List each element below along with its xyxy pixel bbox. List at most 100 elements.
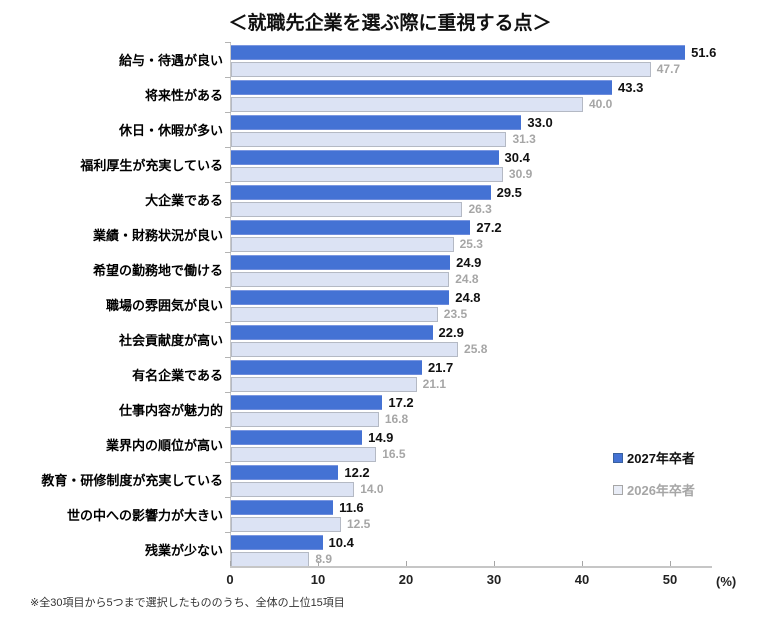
bar-group: 43.3 40.0 [225,77,760,112]
value-2026-graduates: 23.5 [443,307,468,321]
bar-group: 14.9 16.5 [225,427,760,462]
bar-group: 27.2 25.3 [225,217,760,252]
bar-2027-graduates [231,394,383,410]
value-2027-graduates: 11.6 [339,499,364,515]
bar-2026-graduates [231,411,379,427]
bar-2027-graduates [231,464,339,480]
value-2027-graduates: 51.6 [691,44,717,60]
category-row: 有名企業である 21.7 21.1 [0,357,760,392]
x-tick-label: 20 [398,572,414,587]
x-tick-label: 50 [662,572,678,587]
bar-2027-graduates [231,44,686,60]
category-label: 将来性がある [144,88,223,103]
bar-chart-rows: 給与・待遇が良い 51.6 47.7 将来性がある 43.3 40.0 休日・休暇が多い 33… [0,42,760,567]
bar-group: 21.7 21.1 [225,357,760,392]
bar-2026-graduates [231,341,459,357]
category-label: 教育・研修制度が充実している [41,473,223,488]
x-axis-unit-label: (%) [716,574,737,589]
value-2026-graduates: 30.9 [508,167,533,181]
value-2027-graduates: 24.9 [456,254,482,270]
x-tick-label: 0 [226,572,234,587]
value-2027-graduates: 22.9 [438,324,464,340]
category-label: 世の中への影響力が大きい [66,508,223,523]
category-row: 給与・待遇が良い 51.6 47.7 [0,42,760,77]
bar-2027-graduates [231,324,433,340]
value-2027-graduates: 30.4 [504,149,530,165]
x-tick-mark [406,561,407,566]
value-2027-graduates: 29.5 [496,184,522,200]
bar-group: 11.6 12.5 [225,497,760,532]
chart-title: ＜就職先企業を選ぶ際に重視する点＞ [228,13,552,34]
category-row: 社会貢献度が高い 22.9 25.8 [0,322,760,357]
bar-group: 30.4 30.9 [225,147,760,182]
bar-2026-graduates [231,481,355,497]
value-2027-graduates: 33.0 [527,114,553,130]
x-tick-mark [494,561,495,566]
category-label: 休日・休暇が多い [118,123,223,138]
value-2027-graduates: 27.2 [476,219,502,235]
category-label: 給与・待遇が良い [118,53,223,68]
legend-marker-2027-icon [613,452,623,463]
bar-2026-graduates [231,551,310,567]
category-row: 職場の雰囲気が良い 24.8 23.5 [0,287,760,322]
x-tick-label: 30 [486,572,502,587]
value-2026-graduates: 47.7 [656,62,681,76]
bar-2026-graduates [231,516,341,532]
bar-2027-graduates [231,219,471,235]
value-2027-graduates: 12.2 [344,464,370,480]
category-row: 世の中への影響力が大きい 11.6 12.5 [0,497,760,532]
category-row: 教育・研修制度が充実している 12.2 14.0 [0,462,760,497]
value-2027-graduates: 17.2 [388,394,414,410]
bar-2026-graduates [231,201,463,217]
bar-group: 22.9 25.8 [225,322,760,357]
bar-2026-graduates [231,236,454,252]
bar-2026-graduates [231,96,583,112]
category-row: 休日・休暇が多い 33.0 31.3 [0,112,760,147]
value-2026-graduates: 12.5 [347,517,371,531]
bar-2026-graduates [231,61,651,77]
value-2026-graduates: 40.0 [589,97,613,111]
category-label: 社会貢献度が高い [118,333,223,348]
category-row: 福利厚生が充実している 30.4 30.9 [0,147,760,182]
category-label: 仕事内容が魅力的 [118,403,223,418]
bar-2027-graduates [231,534,323,550]
value-2026-graduates: 21.1 [422,377,447,391]
legend-item-2026: 2026年卒者 [613,480,695,499]
category-label: 有名企業である [132,368,223,383]
bar-2026-graduates [231,166,503,182]
bar-group: 10.4 8.9 [225,532,760,567]
category-row: 業績・財務状況が良い 27.2 25.3 [0,217,760,252]
bar-2026-graduates [231,271,450,287]
category-label: 福利厚生が充実している [80,158,223,173]
bar-2026-graduates [231,306,438,322]
category-row: 大企業である 29.5 26.3 [0,182,760,217]
bar-2027-graduates [231,254,451,270]
value-2026-graduates: 14.0 [360,482,384,496]
bar-2026-graduates [231,376,417,392]
category-row: 業界内の順位が高い 14.9 16.5 [0,427,760,462]
bar-2026-graduates [231,446,377,462]
bar-group: 17.2 16.8 [225,392,760,427]
category-label: 業績・財務状況が良い [92,228,223,243]
legend-marker-2026-icon [613,484,623,495]
x-tick-mark [582,561,583,566]
category-row: 仕事内容が魅力的 17.2 16.8 [0,392,760,427]
category-row: 将来性がある 43.3 40.0 [0,77,760,112]
x-tick-label: 40 [574,572,590,587]
bar-group: 33.0 31.3 [225,112,760,147]
bar-2027-graduates [231,359,422,375]
x-tick-label: 10 [310,572,326,587]
x-tick-mark [230,561,231,566]
value-2026-graduates: 25.8 [464,342,488,356]
category-label: 希望の勤務地で働ける [92,263,223,278]
value-2026-graduates: 31.3 [512,132,536,146]
x-tick-mark [318,561,319,566]
bar-group: 24.8 23.5 [225,287,760,322]
value-2026-graduates: 24.8 [455,272,479,286]
bar-2026-graduates [231,131,507,147]
category-label: 大企業である [145,193,223,208]
bar-2027-graduates [231,184,491,200]
value-2026-graduates: 26.3 [468,202,492,216]
value-2027-graduates: 21.7 [427,359,454,375]
